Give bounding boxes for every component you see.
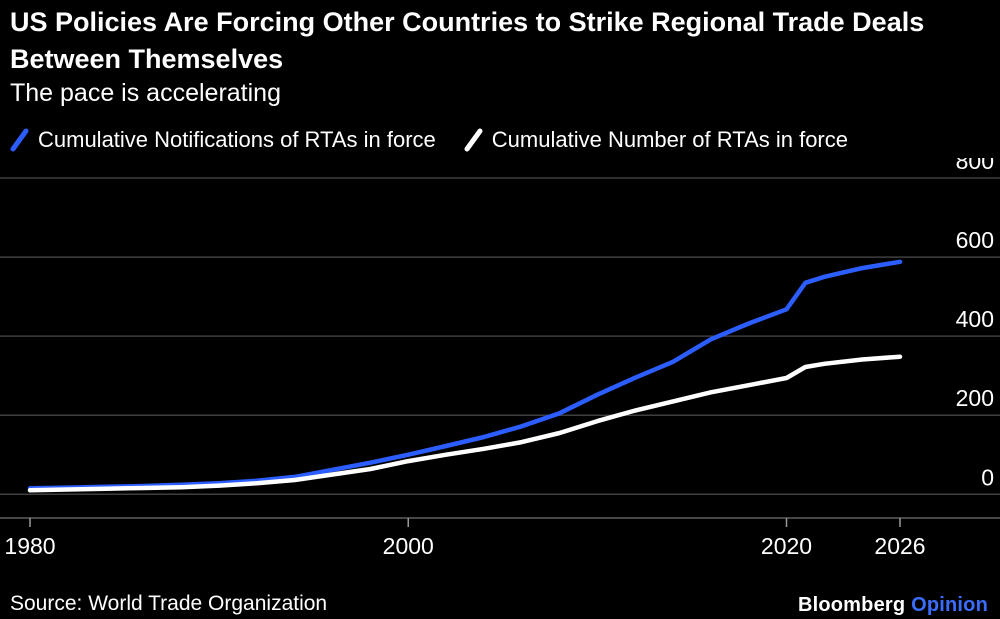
legend-label-number: Cumulative Number of RTAs in force xyxy=(491,127,848,152)
blue-slash-icon xyxy=(10,128,29,152)
y-axis-label: 600 xyxy=(956,227,994,253)
chart-subtitle: The pace is accelerating xyxy=(10,79,281,107)
plot-svg: 0 200 400 600 800 1980 2000 2020 2026 xyxy=(0,158,1000,559)
chart-legend: Cumulative Notifications of RTAs in forc… xyxy=(10,127,848,153)
brand-suffix: Opinion xyxy=(911,594,988,616)
bloomberg-logo: Bloomberg Opinion xyxy=(798,594,988,617)
blue-slash-line xyxy=(10,128,29,152)
x-axis-label: 2020 xyxy=(761,533,812,559)
y-axis-label: 800 xyxy=(956,158,994,174)
white-slash-icon xyxy=(464,128,483,152)
brand-name: Bloomberg xyxy=(797,594,906,616)
x-axis-label: 2026 xyxy=(874,533,925,559)
y-axis-label: 0 xyxy=(981,464,994,490)
chart-title: US Policies Are Forcing Other Countries … xyxy=(10,7,925,74)
legend-item-notifications: Cumulative Notifications of RTAs in forc… xyxy=(10,127,436,153)
legend-label-notifications: Cumulative Notifications of RTAs in forc… xyxy=(38,127,436,152)
x-axis-label: 2000 xyxy=(383,533,434,559)
y-axis-label: 400 xyxy=(956,306,994,332)
series-line-0 xyxy=(27,259,903,491)
source-note: Source: World Trade Organization xyxy=(10,592,328,615)
series-line-1 xyxy=(27,354,903,493)
white-slash-line xyxy=(464,128,483,152)
x-axis-label: 1980 xyxy=(4,533,55,559)
line-chart: 0 200 400 600 800 1980 2000 2020 2026 xyxy=(0,158,1000,570)
y-axis-label: 200 xyxy=(956,385,994,411)
legend-item-number: Cumulative Number of RTAs in force xyxy=(464,127,848,153)
